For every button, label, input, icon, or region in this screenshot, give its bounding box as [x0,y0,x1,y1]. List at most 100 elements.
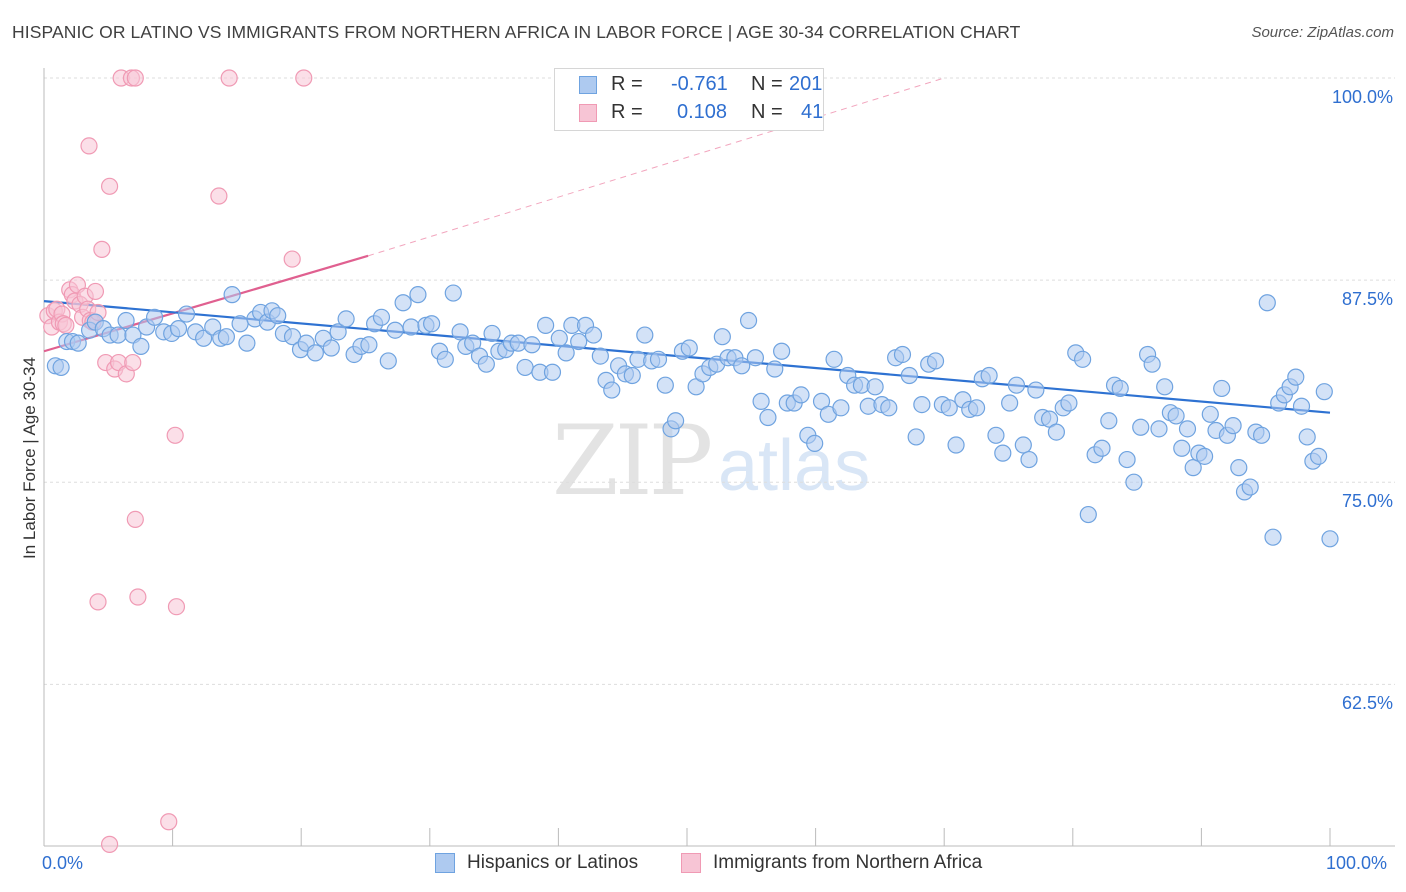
watermark-zip: ZIP [552,405,713,517]
blue-point [1309,447,1328,465]
blue-point [1264,528,1282,546]
blue-point [223,286,241,304]
blue-point [947,436,965,454]
blue-point [1184,459,1202,477]
blue-point [523,336,541,354]
blue-point [329,323,347,341]
blue-point [623,366,641,385]
blue-point [603,381,621,399]
blue-point [52,358,70,377]
blue-point [752,392,770,410]
blue-point [832,399,850,417]
y-tick-label: 100.0% [1331,87,1393,107]
pink-point [86,282,105,301]
blue-point [1143,355,1161,373]
pink-point [295,69,313,87]
pink-point [167,598,186,616]
blue-point [231,315,249,333]
blue-point [1060,394,1078,412]
blue-point [217,328,236,346]
blue-point [940,399,958,417]
blue-point [733,357,751,375]
blue-point [1027,381,1045,399]
blue-point [1321,530,1339,548]
blue-point [409,286,427,304]
blue-point [1125,473,1143,491]
blue-point [739,311,758,330]
blue-point [773,342,791,360]
blue-point [402,318,420,336]
watermark-atlas: atlas [718,426,871,506]
blue-point [926,352,945,370]
blue-point [1173,439,1191,457]
legend-n-label: N = [751,101,783,123]
blue-point [1047,423,1065,441]
blue-point [1201,405,1219,423]
blue-point [132,337,150,355]
blue-point [306,344,324,362]
blue-point [1230,459,1248,477]
blue-point [759,408,777,427]
blue-point [477,355,495,373]
y-tick-label: 87.5% [1341,289,1393,310]
pink-point [220,69,238,87]
legend-swatch-pink [579,104,597,122]
pink-point [126,510,144,528]
blue-point [1156,378,1174,396]
blue-point [584,326,603,344]
blue-point [1150,420,1168,438]
blue-point [1007,376,1026,394]
blue-point [372,308,391,326]
pink-point [283,250,301,268]
y-axis-label: In Labor Force | Age 30-34 [20,357,39,559]
blue-point [436,350,454,368]
blue-point [269,307,287,325]
legend-r-label: R = [611,101,643,123]
blue-point [322,339,340,357]
y-tick-label: 75.0% [1341,491,1393,512]
legend-r-value: 0.108 [677,101,728,123]
y-tick-label: 62.5% [1341,693,1393,714]
blue-point [557,344,575,362]
blue-point [537,316,555,334]
blue-point [145,308,164,326]
blue-point [283,328,302,346]
blue-point [987,426,1005,444]
pink-point [100,835,119,853]
blue-point [967,399,986,417]
pink-point [80,137,98,155]
blue-point [1287,368,1305,386]
legend-n-label: N = [751,73,783,95]
blue-point [591,347,609,365]
blue-point [880,399,898,417]
blue-point [423,315,441,333]
blue-point [550,329,568,347]
blue-point [792,386,810,404]
correlation-legend: R = -0.761 N = 201 R = 0.108 N = 41 [554,68,824,131]
blue-point [1298,428,1316,446]
blue-point [1074,350,1092,368]
bottom-legend-swatch-blue [435,853,455,873]
blue-point [636,326,654,344]
pink-trend-extension [367,77,945,257]
legend-n-value: 201 [789,73,823,95]
blue-point [866,378,884,396]
blue-point [766,360,784,378]
blue-point [109,326,127,344]
blue-point [483,324,501,343]
pink-point [100,177,119,195]
blue-point [656,376,674,394]
x-tick-label-min: 0.0% [42,853,84,873]
legend-swatch-blue [579,76,597,94]
blue-point [1315,383,1333,401]
blue-point [1014,436,1032,454]
blue-point [1093,439,1111,457]
blue-point [1111,379,1129,398]
pink-point [93,240,111,258]
pink-point [166,426,184,444]
blue-point [451,323,469,341]
pink-point [124,353,142,372]
x-tick-label-max: 100.0% [1326,853,1388,873]
blue-point [1258,294,1276,312]
pink-point [160,813,178,831]
